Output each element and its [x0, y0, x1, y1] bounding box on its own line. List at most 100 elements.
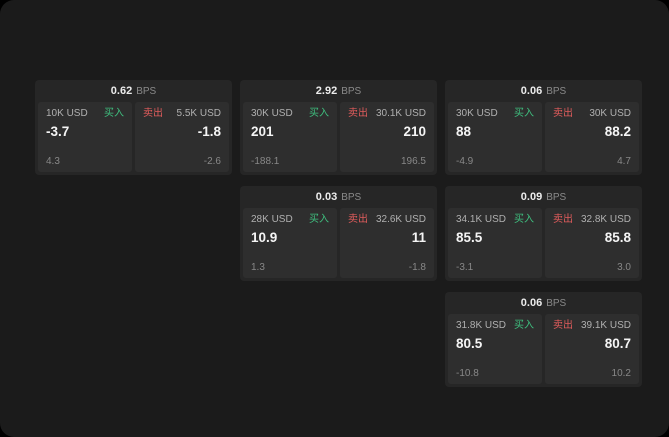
buy-amount: 28K USD	[251, 214, 293, 225]
sell-delta: -1.8	[408, 262, 426, 273]
sell-label: 卖出	[143, 108, 163, 119]
bps-label: BPS	[341, 85, 362, 97]
sell-price: 85.8	[604, 230, 631, 245]
sell-panel-header: 卖出 5.5K USD	[143, 108, 221, 120]
sell-label: 卖出	[348, 108, 368, 119]
quote-card: 0.06 BPS 31.8K USD 买入 80.5 -10.8 卖出 39.1…	[445, 292, 642, 387]
buy-label: 买入	[514, 214, 534, 225]
buy-panel[interactable]: 28K USD 买入 10.9 1.3	[243, 208, 337, 278]
sell-price: 210	[403, 124, 426, 139]
buy-amount: 10K USD	[46, 108, 88, 119]
buy-panel[interactable]: 10K USD 买入 -3.7 4.3	[38, 102, 132, 172]
buy-panel-header: 34.1K USD 买入	[456, 214, 534, 226]
sell-panel-header: 卖出 30.1K USD	[348, 108, 426, 120]
spread-value: 0.06	[520, 297, 543, 309]
buy-amount: 34.1K USD	[456, 214, 507, 225]
quote-panels: 34.1K USD 买入 85.5 -3.1 卖出 32.8K USD 85.8…	[445, 208, 642, 281]
quote-panels: 10K USD 买入 -3.7 4.3 卖出 5.5K USD -1.8 -2.…	[35, 102, 232, 175]
sell-panel[interactable]: 卖出 30.1K USD 210 196.5	[340, 102, 434, 172]
buy-price: -3.7	[46, 124, 70, 139]
buy-panel[interactable]: 34.1K USD 买入 85.5 -3.1	[448, 208, 542, 278]
buy-panel[interactable]: 30K USD 买入 201 -188.1	[243, 102, 337, 172]
sell-price: 11	[411, 230, 426, 245]
bps-label: BPS	[341, 191, 362, 203]
spread-header: 0.06 BPS	[445, 80, 642, 102]
quote-panels: 30K USD 买入 88 -4.9 卖出 30K USD 88.2 4.7	[445, 102, 642, 175]
quote-card: 0.03 BPS 28K USD 买入 10.9 1.3 卖出 32.6K US…	[240, 186, 437, 281]
sell-panel[interactable]: 卖出 32.8K USD 85.8 3.0	[545, 208, 639, 278]
buy-label: 买入	[514, 320, 534, 331]
quote-panels: 28K USD 买入 10.9 1.3 卖出 32.6K USD 11 -1.8	[240, 208, 437, 281]
buy-delta: 1.3	[251, 262, 265, 273]
spread-header: 0.62 BPS	[35, 80, 232, 102]
buy-label: 买入	[514, 108, 534, 119]
buy-amount: 30K USD	[251, 108, 293, 119]
quote-card: 0.09 BPS 34.1K USD 买入 85.5 -3.1 卖出 32.8K…	[445, 186, 642, 281]
bps-label: BPS	[546, 85, 567, 97]
sell-delta: 196.5	[400, 156, 426, 167]
buy-price: 80.5	[456, 336, 483, 351]
sell-delta: 4.7	[617, 156, 631, 167]
sell-amount: 30.1K USD	[375, 108, 426, 119]
spread-value: 0.03	[315, 191, 338, 203]
sell-amount: 32.8K USD	[580, 214, 631, 225]
bps-label: BPS	[546, 297, 567, 309]
buy-panel-header: 30K USD 买入	[251, 108, 329, 120]
buy-panel-header: 10K USD 买入	[46, 108, 124, 120]
buy-amount: 30K USD	[456, 108, 498, 119]
sell-delta: 3.0	[617, 262, 631, 273]
sell-amount: 30K USD	[589, 108, 631, 119]
sell-panel-header: 卖出 30K USD	[553, 108, 631, 120]
spread-value: 0.09	[520, 191, 543, 203]
spread-header: 0.09 BPS	[445, 186, 642, 208]
sell-label: 卖出	[348, 214, 368, 225]
sell-panel-header: 卖出 32.6K USD	[348, 214, 426, 226]
sell-price: 88.2	[604, 124, 631, 139]
sell-price: -1.8	[197, 124, 221, 139]
buy-price: 88	[456, 124, 472, 139]
spread-value: 0.62	[110, 85, 133, 97]
bps-label: BPS	[136, 85, 157, 97]
quote-card: 0.06 BPS 30K USD 买入 88 -4.9 卖出 30K USD	[445, 80, 642, 175]
buy-label: 买入	[309, 108, 329, 119]
sell-delta: -2.6	[203, 156, 221, 167]
sell-panel-header: 卖出 32.8K USD	[553, 214, 631, 226]
buy-delta: -3.1	[456, 262, 474, 273]
spread-header: 0.03 BPS	[240, 186, 437, 208]
buy-delta: 4.3	[46, 156, 60, 167]
buy-price: 201	[251, 124, 274, 139]
sell-label: 卖出	[553, 320, 573, 331]
sell-panel-header: 卖出 39.1K USD	[553, 320, 631, 332]
buy-delta: -188.1	[251, 156, 280, 167]
buy-panel[interactable]: 30K USD 买入 88 -4.9	[448, 102, 542, 172]
quote-panels: 31.8K USD 买入 80.5 -10.8 卖出 39.1K USD 80.…	[445, 314, 642, 387]
sell-price: 80.7	[604, 336, 631, 351]
sell-panel[interactable]: 卖出 5.5K USD -1.8 -2.6	[135, 102, 229, 172]
spread-header: 2.92 BPS	[240, 80, 437, 102]
buy-price: 10.9	[251, 230, 278, 245]
spread-value: 2.92	[315, 85, 338, 97]
buy-panel-header: 31.8K USD 买入	[456, 320, 534, 332]
buy-label: 买入	[104, 108, 124, 119]
sell-amount: 5.5K USD	[176, 108, 221, 119]
buy-delta: -10.8	[456, 368, 479, 379]
spread-value: 0.06	[520, 85, 543, 97]
quote-card: 0.62 BPS 10K USD 买入 -3.7 4.3 卖出 5.5K USD	[35, 80, 232, 175]
sell-panel[interactable]: 卖出 39.1K USD 80.7 10.2	[545, 314, 639, 384]
buy-amount: 31.8K USD	[456, 320, 507, 331]
sell-panel[interactable]: 卖出 32.6K USD 11 -1.8	[340, 208, 434, 278]
buy-delta: -4.9	[456, 156, 474, 167]
quote-card: 2.92 BPS 30K USD 买入 201 -188.1 卖出 30.1K …	[240, 80, 437, 175]
buy-panel[interactable]: 31.8K USD 买入 80.5 -10.8	[448, 314, 542, 384]
sell-amount: 39.1K USD	[580, 320, 631, 331]
spread-header: 0.06 BPS	[445, 292, 642, 314]
sell-panel[interactable]: 卖出 30K USD 88.2 4.7	[545, 102, 639, 172]
sell-label: 卖出	[553, 108, 573, 119]
quote-panels: 30K USD 买入 201 -188.1 卖出 30.1K USD 210 1…	[240, 102, 437, 175]
buy-price: 85.5	[456, 230, 483, 245]
buy-panel-header: 28K USD 买入	[251, 214, 329, 226]
sell-amount: 32.6K USD	[375, 214, 426, 225]
buy-label: 买入	[309, 214, 329, 225]
buy-panel-header: 30K USD 买入	[456, 108, 534, 120]
